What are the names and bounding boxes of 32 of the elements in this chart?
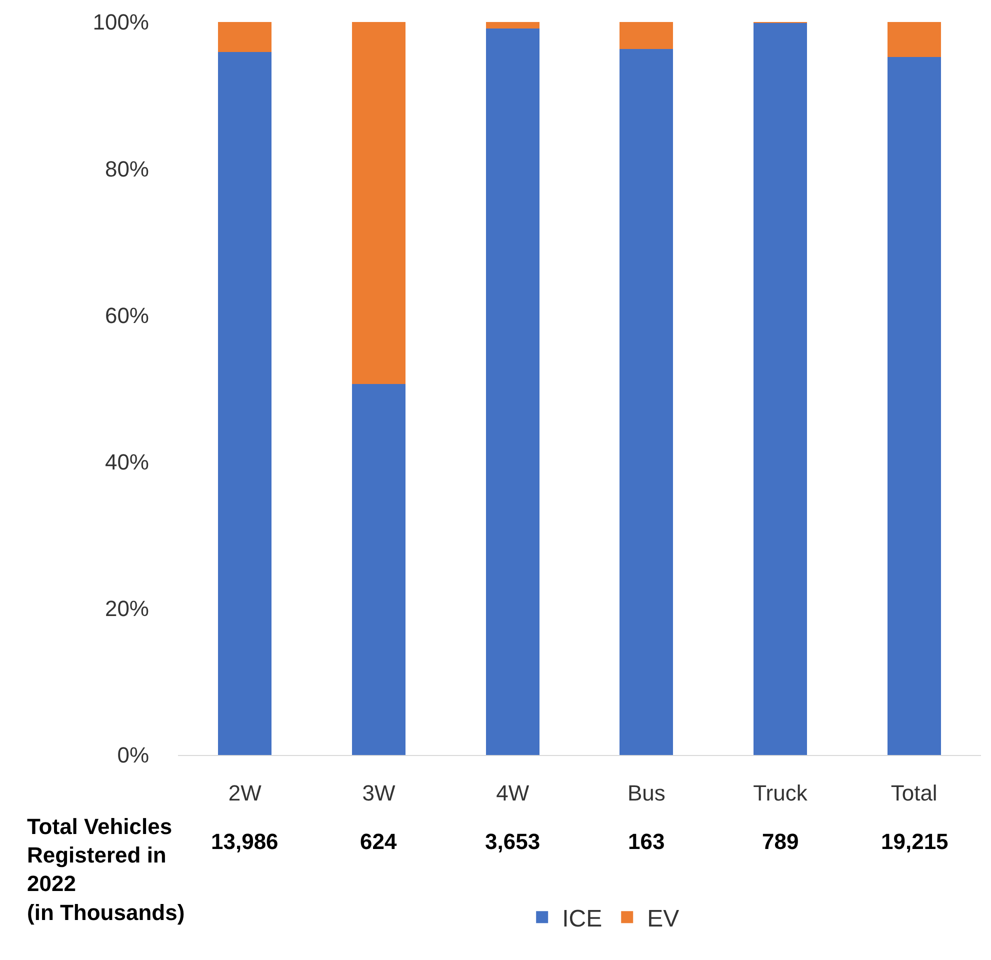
bar <box>218 52 272 755</box>
bar <box>352 22 406 384</box>
y-tick-label: 20% <box>104 596 149 622</box>
y-tick-label: 0% <box>117 742 149 768</box>
x-tick-label: Truck <box>753 780 808 806</box>
y-tick-label: 80% <box>104 156 149 182</box>
x-tick-label: Total <box>890 780 938 806</box>
bar <box>753 22 808 755</box>
y-tick-label: 40% <box>104 450 149 474</box>
bar <box>887 22 941 58</box>
legend-label: ICE <box>562 906 602 933</box>
bar <box>486 28 540 755</box>
y-tick-label: 100% <box>92 10 149 35</box>
bar <box>620 49 674 755</box>
x-tick-label: 3W <box>362 780 396 806</box>
text: Total Vehicles Registered in 2022 (in Thousands) <box>27 814 185 925</box>
text: 19,215 <box>881 829 948 854</box>
x-tick-label: Bus <box>627 780 666 806</box>
y-tick-label: 60% <box>104 302 149 328</box>
bar <box>887 57 941 755</box>
x-tick-label: 4W <box>496 780 530 806</box>
legend-label: EV <box>647 906 680 933</box>
bar <box>486 22 540 29</box>
x-tick-label: 2W <box>228 780 262 806</box>
bar <box>352 384 406 755</box>
text: 3,653 <box>485 829 540 854</box>
text: 624 <box>360 829 398 854</box>
bar <box>218 22 272 52</box>
text: 13,986 <box>211 829 278 854</box>
text: 789 <box>762 829 799 854</box>
text: 163 <box>628 829 665 854</box>
bar <box>620 22 674 50</box>
